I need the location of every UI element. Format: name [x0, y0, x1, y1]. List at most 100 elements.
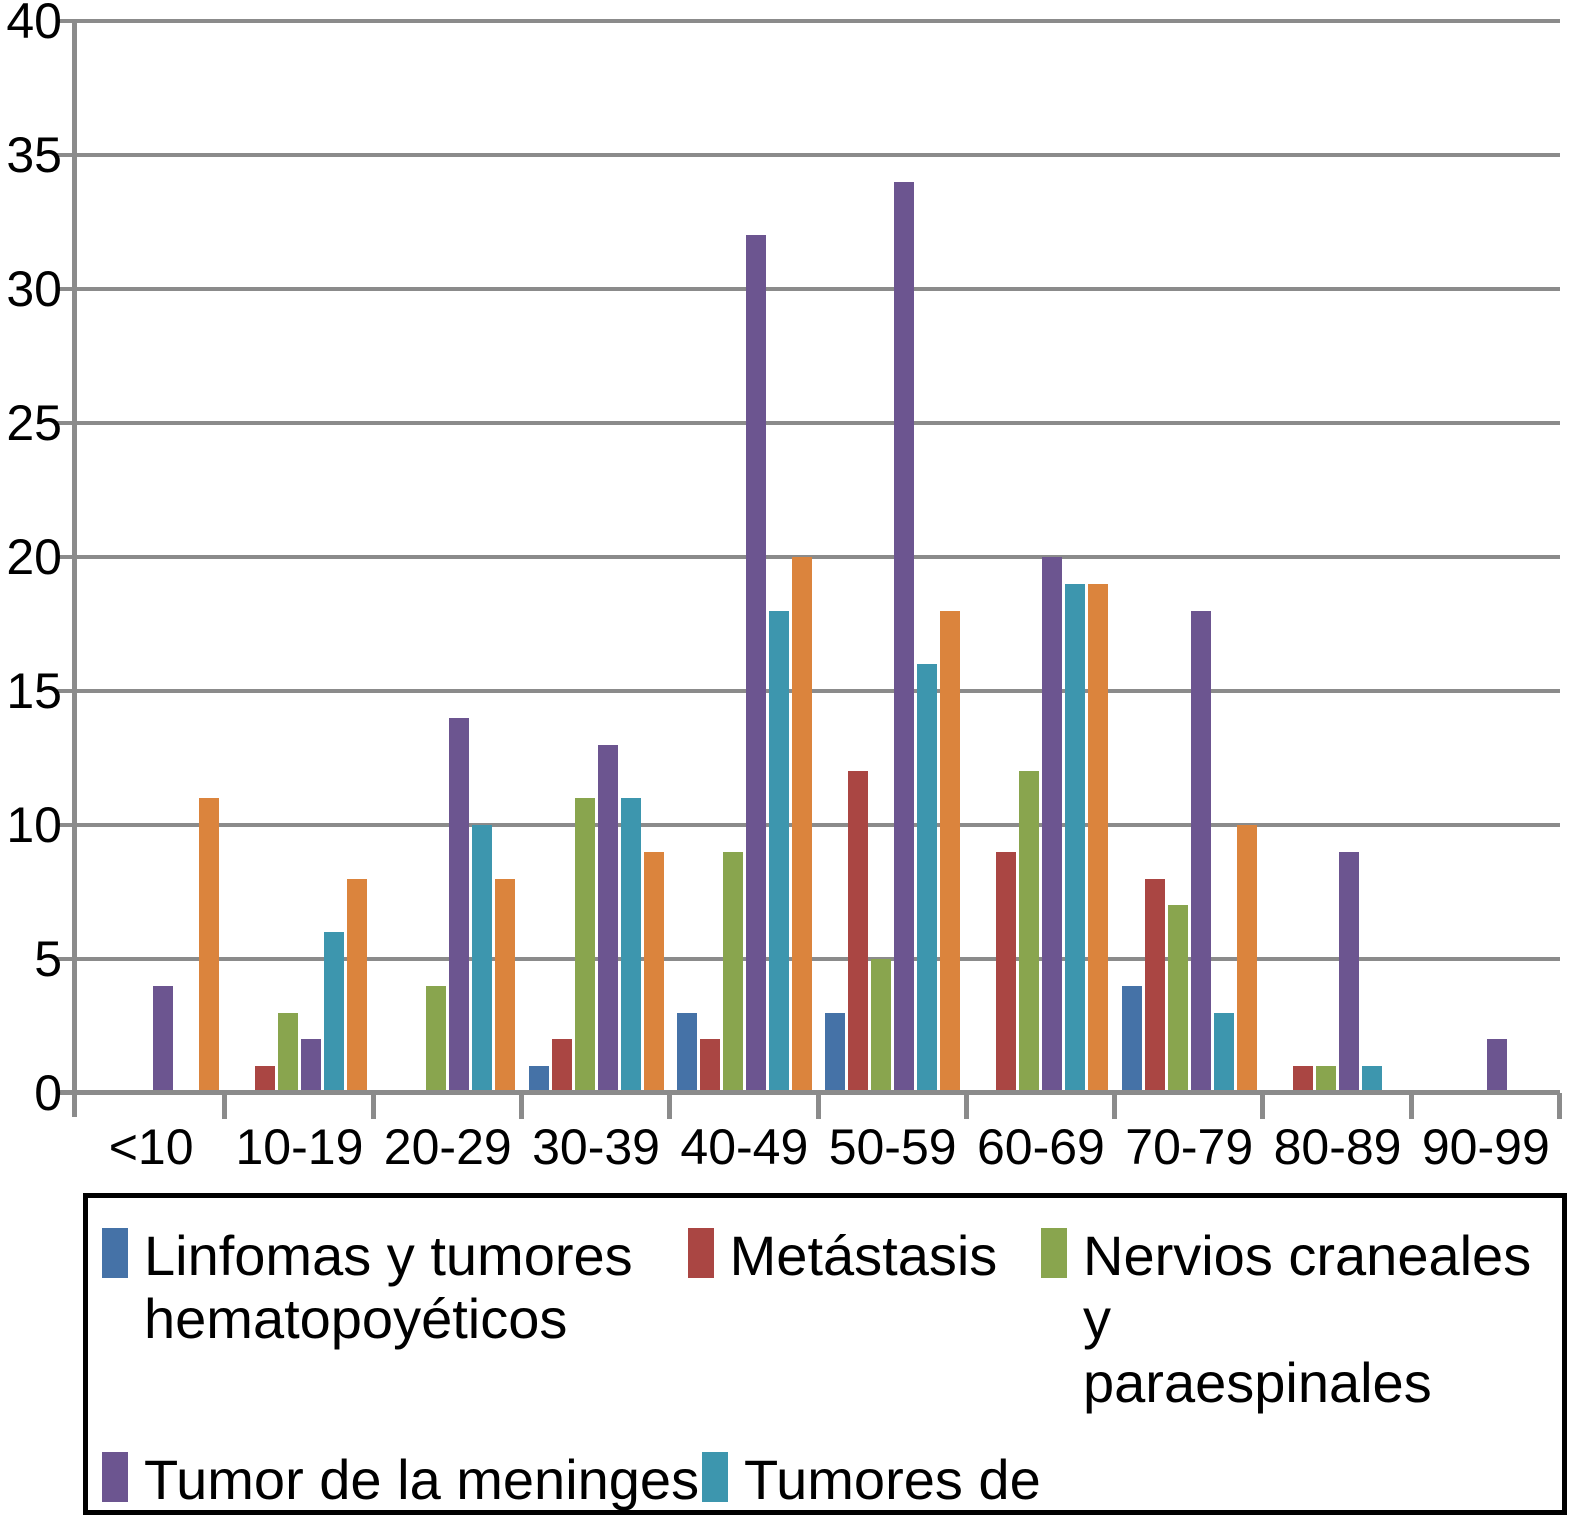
bar [848, 771, 869, 1093]
x-tick-label-10-19: 10-19 [235, 1119, 364, 1175]
bar [722, 851, 743, 1093]
bar [1293, 1066, 1314, 1093]
bar [254, 1066, 275, 1093]
legend-swatch-icon [102, 1228, 128, 1278]
legend-item: Linfomas y tumores hematopoyéticos [102, 1224, 688, 1414]
bar [1362, 1066, 1383, 1093]
legend-swatch-icon [1041, 1228, 1067, 1278]
x-axis-tick [370, 1093, 376, 1119]
bar [1167, 905, 1188, 1093]
x-tick-label-<10: <10 [108, 1119, 194, 1175]
y-axis-line [72, 21, 77, 1117]
bar [495, 878, 516, 1093]
x-tick-label-20-29: 20-29 [383, 1119, 512, 1175]
bar [1088, 583, 1109, 1093]
legend-label: Tumor de la meninges [144, 1447, 700, 1511]
gridline-40 [57, 19, 1560, 23]
bar [1236, 825, 1257, 1093]
x-axis-tick [518, 1093, 524, 1119]
bar [1042, 557, 1063, 1093]
bar-group-10-19 [225, 21, 373, 1093]
x-axis-tick [1112, 1093, 1118, 1119]
bar [300, 1039, 321, 1093]
legend-item: Metástasis [687, 1224, 1041, 1414]
x-tick-label-50-59: 50-59 [828, 1119, 957, 1175]
bar [528, 1066, 549, 1093]
bar-group-90-99 [1412, 21, 1560, 1093]
bar-group-50-59 [818, 21, 966, 1093]
y-tick-label-35: 35 [6, 127, 62, 183]
gridline-35 [57, 153, 1560, 157]
bar [1487, 1039, 1508, 1093]
y-tick-label-20: 20 [6, 529, 62, 585]
bar-group-30-39 [522, 21, 670, 1093]
bar [894, 181, 915, 1093]
x-tick-label-80-89: 80-89 [1273, 1119, 1402, 1175]
bar [768, 610, 789, 1093]
x-tick-label-40-49: 40-49 [680, 1119, 809, 1175]
x-axis-tick [815, 1093, 821, 1119]
legend-item: Nervios craneales y paraespinales [1041, 1224, 1562, 1414]
bar-group-40-49 [670, 21, 818, 1093]
x-tick-label-70-79: 70-79 [1125, 1119, 1254, 1175]
legend-row-1: Linfomas y tumores hematopoyéticos Metást… [102, 1224, 1562, 1414]
plot-area [57, 19, 1562, 1119]
bar [1190, 610, 1211, 1093]
bar [472, 825, 493, 1093]
bar [699, 1039, 720, 1093]
bar [323, 932, 344, 1093]
bar-group-<10 [77, 21, 225, 1093]
y-tick-label-0: 0 [34, 1065, 62, 1121]
x-axis-tick [667, 1093, 673, 1119]
bar [825, 1012, 846, 1093]
legend-label: Tumores de la región selar [744, 1447, 1041, 1518]
bar-groups [77, 21, 1560, 1093]
legend-item: Tumor de la meninges [102, 1448, 702, 1518]
x-tick-label-90-99: 90-99 [1421, 1119, 1550, 1175]
bar [940, 610, 961, 1093]
bar [152, 985, 173, 1093]
x-axis-tick [1557, 1093, 1562, 1119]
y-tick-label-10: 10 [6, 797, 62, 853]
bar [1019, 771, 1040, 1093]
x-axis-labels: <10 10-19 20-29 30-39 40-49 50-59 60-69 70-79 80… [77, 1122, 1560, 1172]
legend-item: Tumores de la región selar [702, 1448, 1064, 1518]
gridline-25 [57, 421, 1560, 425]
bar [1316, 1066, 1337, 1093]
y-tick-label-15: 15 [6, 663, 62, 719]
bar [620, 798, 641, 1093]
bar-group-70-79 [1115, 21, 1263, 1093]
legend-label: Linfomas y tumores hematopoyéticos [144, 1224, 633, 1351]
bar-group-20-29 [374, 21, 522, 1093]
bar [198, 798, 219, 1093]
x-axis-tick [222, 1093, 228, 1119]
bar [426, 985, 447, 1093]
bar [791, 557, 812, 1093]
bar [346, 878, 367, 1093]
bar [871, 959, 892, 1093]
bar [1144, 878, 1165, 1093]
legend-label: Metástasis [729, 1224, 998, 1287]
bar [1065, 583, 1086, 1093]
bar [643, 851, 664, 1093]
bar [676, 1012, 697, 1093]
bar [917, 664, 938, 1093]
bar [597, 744, 618, 1093]
x-axis-tick [1408, 1093, 1414, 1119]
bar [1121, 985, 1142, 1093]
legend: Linfomas y tumores hematopoyéticos Metást… [83, 1193, 1567, 1518]
y-tick-label-30: 30 [6, 261, 62, 317]
legend-row-2: Tumor de la meninges Tumores de la región… [102, 1448, 1562, 1518]
bar [449, 717, 470, 1093]
x-tick-label-30-39: 30-39 [532, 1119, 660, 1175]
bar [277, 1012, 298, 1093]
bar [1339, 851, 1360, 1093]
bar [996, 851, 1017, 1093]
x-tick-label-60-69: 60-69 [976, 1119, 1105, 1175]
gridline-30 [57, 287, 1560, 291]
y-tick-label-25: 25 [6, 395, 62, 451]
y-tick-label-5: 5 [34, 931, 62, 987]
bar [574, 798, 595, 1093]
legend-swatch-icon [102, 1451, 128, 1502]
